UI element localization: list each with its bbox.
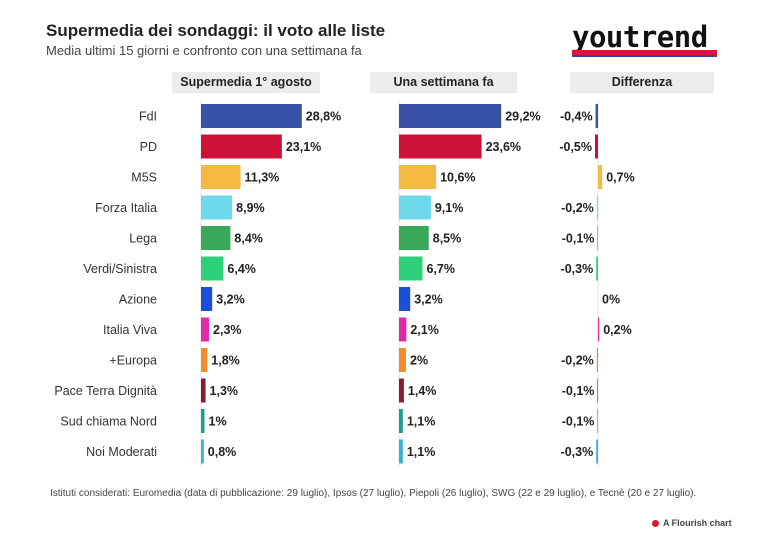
column-header-difference: Differenza: [570, 72, 714, 93]
bar-current: [201, 226, 231, 250]
category-label: Pace Terra Dignità: [54, 384, 157, 398]
bar-previous: [399, 165, 437, 189]
data-label-current: 3,2%: [216, 293, 245, 307]
bar-previous: [399, 317, 407, 342]
youtrend-logo: youtrend: [572, 20, 708, 54]
bar-current: [201, 256, 224, 281]
data-label-previous: 1,1%: [407, 445, 436, 459]
bar-difference: [595, 134, 598, 159]
bar-difference: [596, 256, 598, 281]
category-label: Noi Moderati: [86, 445, 157, 459]
column-header-current: Supermedia 1° agosto: [172, 72, 320, 93]
bar-chart: FdI 28,8% 29,2% -0,4% PD 23,1% 23,6% -0,5% M5S 11…: [54, 100, 635, 466]
bar-difference: [597, 378, 598, 403]
data-label-difference: -0,3%: [561, 445, 594, 459]
data-label-difference: -0,4%: [560, 110, 593, 124]
data-label-difference: -0,1%: [562, 415, 595, 429]
flourish-credit[interactable]: A Flourish chart: [652, 518, 732, 528]
bar-previous: [399, 348, 406, 372]
bar-difference: [595, 104, 598, 128]
bar-current: [201, 195, 233, 220]
bar-current: [201, 165, 241, 189]
bar-previous: [399, 378, 404, 403]
flourish-credit-label: A Flourish chart: [663, 518, 732, 528]
category-label: Azione: [119, 293, 157, 307]
data-label-previous: 10,6%: [440, 171, 475, 185]
data-label-current: 1%: [209, 415, 227, 429]
bar-difference: [597, 409, 598, 433]
data-label-current: 28,8%: [306, 110, 341, 124]
category-label: Lega: [129, 232, 157, 246]
chart-title: Supermedia dei sondaggi: il voto alle li…: [46, 21, 386, 40]
data-label-current: 1,3%: [210, 384, 239, 398]
bar-difference: [596, 195, 598, 220]
data-label-difference: 0%: [602, 293, 620, 307]
category-label: Verdi/Sinistra: [83, 262, 157, 276]
bar-current: [201, 287, 213, 311]
bar-current: [201, 409, 205, 433]
data-label-current: 2,3%: [213, 323, 242, 337]
data-label-previous: 2%: [410, 354, 428, 368]
data-label-previous: 6,7%: [426, 262, 455, 276]
bar-difference: [598, 165, 603, 189]
data-label-previous: 2,1%: [410, 323, 439, 337]
bar-difference: [598, 317, 600, 342]
data-label-difference: -0,2%: [561, 354, 594, 368]
data-label-difference: -0,3%: [561, 262, 594, 276]
bar-previous: [399, 439, 403, 464]
data-label-current: 8,4%: [234, 232, 263, 246]
data-label-previous: 3,2%: [414, 293, 443, 307]
data-label-current: 6,4%: [227, 262, 256, 276]
data-label-current: 1,8%: [211, 354, 240, 368]
bar-difference: [596, 439, 598, 464]
bar-current: [201, 378, 206, 403]
bar-previous: [399, 134, 482, 159]
chart-subtitle: Media ultimi 15 giorni e confronto con u…: [46, 43, 362, 58]
logo-underline: [572, 50, 717, 57]
data-label-difference: -0,1%: [562, 384, 595, 398]
bar-previous: [399, 409, 403, 433]
data-label-previous: 1,1%: [407, 415, 436, 429]
category-label: Forza Italia: [95, 201, 157, 215]
bar-previous: [399, 287, 411, 311]
data-label-current: 8,9%: [236, 201, 265, 215]
data-label-difference: 0,7%: [606, 171, 635, 185]
data-label-previous: 8,5%: [433, 232, 462, 246]
data-label-previous: 9,1%: [435, 201, 464, 215]
bar-current: [201, 104, 302, 128]
data-label-previous: 29,2%: [505, 110, 540, 124]
column-header-previous: Una settimana fa: [370, 72, 517, 93]
category-label: PD: [140, 140, 157, 154]
bar-previous: [399, 104, 502, 128]
data-label-current: 23,1%: [286, 140, 321, 154]
bar-previous: [399, 226, 429, 250]
category-label: Sud chiama Nord: [60, 415, 157, 429]
bar-difference: [596, 348, 598, 372]
category-label: +Europa: [109, 354, 157, 368]
bar-current: [201, 348, 208, 372]
category-label: M5S: [131, 171, 157, 185]
data-label-current: 11,3%: [245, 171, 280, 185]
bar-previous: [399, 195, 431, 220]
data-label-previous: 1,4%: [408, 384, 437, 398]
data-label-difference: 0,2%: [603, 323, 632, 337]
flourish-logo-icon: [652, 519, 659, 527]
data-label-difference: -0,1%: [562, 232, 595, 246]
data-label-previous: 23,6%: [486, 140, 521, 154]
bar-difference: [597, 226, 598, 250]
bar-previous: [399, 256, 423, 281]
bar-current: [201, 134, 282, 159]
category-label: FdI: [139, 110, 157, 124]
data-label-difference: -0,2%: [561, 201, 594, 215]
bar-current: [201, 439, 204, 464]
data-label-difference: -0,5%: [559, 140, 592, 154]
bar-current: [201, 317, 210, 342]
data-label-current: 0,8%: [208, 445, 237, 459]
footnote: Istituti considerati: Euromedia (data di…: [50, 488, 697, 499]
category-label: Italia Viva: [103, 323, 157, 337]
